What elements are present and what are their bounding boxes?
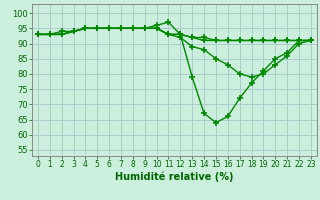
X-axis label: Humidité relative (%): Humidité relative (%) xyxy=(115,172,234,182)
